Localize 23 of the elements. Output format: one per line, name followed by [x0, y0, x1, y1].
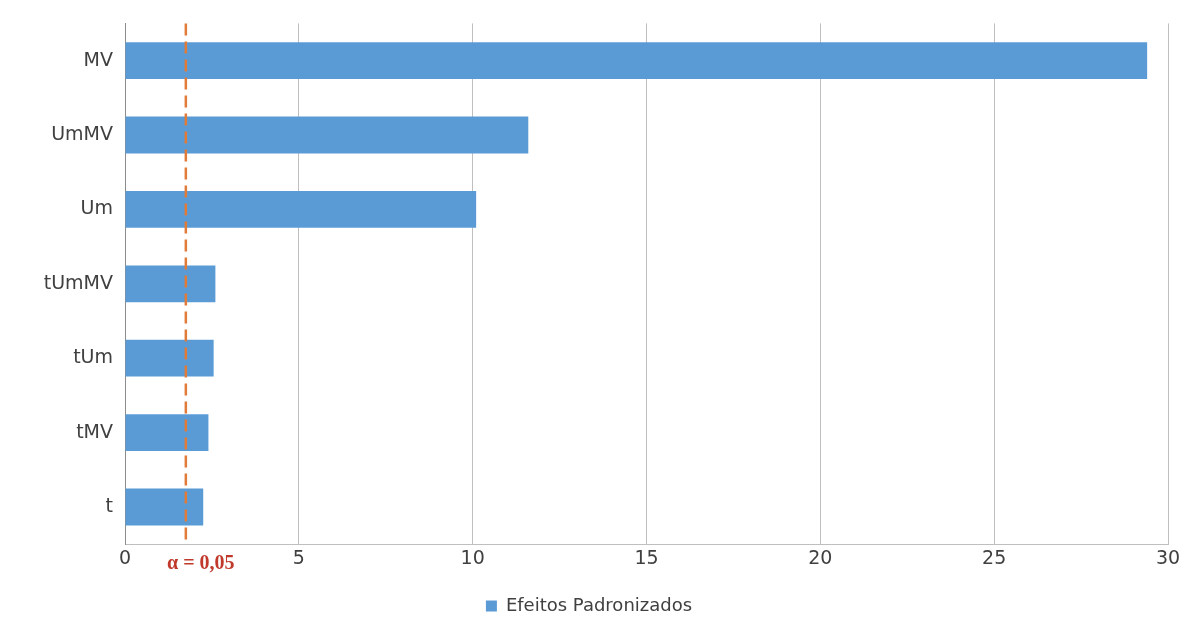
x-tick-label: 20 [808, 545, 833, 568]
text: α = 0,05 [167, 551, 235, 574]
bar [125, 190, 477, 228]
x-tick-label: 5 [292, 545, 305, 568]
bar [125, 265, 216, 303]
x-tick-label: 15 [634, 545, 659, 568]
legend-label: Efeitos Padronizados [505, 593, 693, 615]
y-tick-label: UmMV [51, 121, 113, 144]
bar [125, 42, 1148, 80]
y-tick-label: t [105, 493, 113, 516]
y-tick-label: tMV [76, 419, 113, 442]
y-tick-label: MV [83, 47, 113, 70]
y-tick-label: tUmMV [43, 270, 113, 293]
x-tick-label: 10 [460, 545, 485, 568]
bar [125, 116, 529, 154]
x-tick-label: 30 [1155, 545, 1181, 568]
bar [125, 488, 204, 526]
bar [125, 339, 214, 377]
bar [125, 414, 209, 452]
y-tick-label: Um [80, 196, 113, 219]
x-tick-label: 0 [118, 545, 132, 568]
y-tick-label: tUm [73, 345, 113, 368]
x-tick-label: 25 [982, 545, 1007, 568]
